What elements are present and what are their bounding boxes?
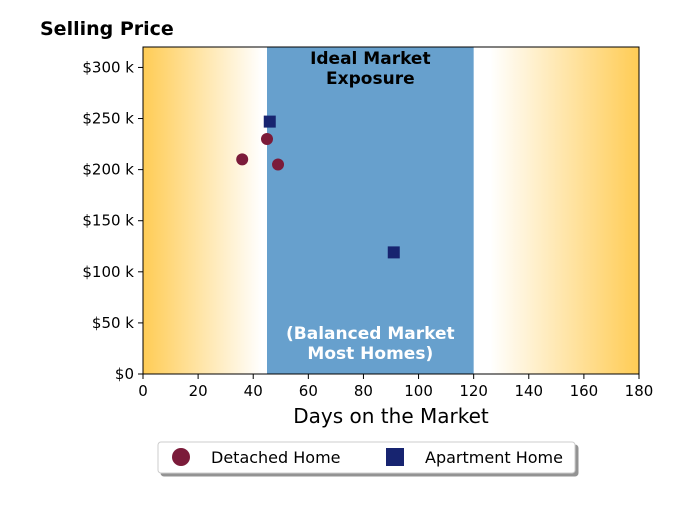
detached-home-point xyxy=(261,132,273,145)
y-tick-label: $100 k xyxy=(82,263,134,281)
apartment-home-point xyxy=(387,246,400,259)
ideal-market-exposure-label: Ideal Market Exposure xyxy=(310,49,431,89)
legend: Detached Home Apartment Home xyxy=(157,441,576,474)
legend-marker-apartment-home xyxy=(386,448,404,466)
x-tick-label: 160 xyxy=(570,382,599,400)
chart-title: Selling Price xyxy=(40,18,174,40)
y-tick-label: $200 k xyxy=(82,161,134,179)
y-tick-label: $150 k xyxy=(82,212,134,230)
detached-home-point xyxy=(272,158,285,171)
ideal-market-region xyxy=(267,47,474,374)
apartment-home-point xyxy=(263,115,276,128)
balanced-market-line: (Balanced Market xyxy=(286,324,455,344)
x-tick-label: 120 xyxy=(459,382,488,400)
balanced-market-label: (Balanced Market Most Homes) xyxy=(286,324,455,364)
x-tick-label: 140 xyxy=(514,382,543,400)
legend-label-apartment-home: Apartment Home xyxy=(425,448,563,467)
legend-label-detached-home: Detached Home xyxy=(211,448,341,467)
x-tick-label: 60 xyxy=(299,382,318,400)
y-tick-label: $50 k xyxy=(92,314,134,332)
x-tick-label: 80 xyxy=(354,382,373,400)
ideal-market-exposure-line: Exposure xyxy=(326,69,415,89)
y-tick-label: $0 xyxy=(115,365,134,383)
x-tick-label: 0 xyxy=(138,382,148,400)
y-axis: $0 $50 k $100 k $150 k $200 k $250 k $300 k xyxy=(82,58,143,383)
x-axis: 0 20 40 60 80 100 120 140 160 180 xyxy=(138,374,653,400)
x-axis-label: Days on the Market xyxy=(293,404,489,428)
x-tick-label: 100 xyxy=(404,382,433,400)
data-points xyxy=(236,115,400,259)
detached-home-point xyxy=(236,153,249,166)
y-tick-label: $300 k xyxy=(82,58,134,76)
y-tick-label: $250 k xyxy=(82,110,134,128)
balanced-market-line: Most Homes) xyxy=(307,344,433,364)
legend-marker-detached-home xyxy=(172,448,190,466)
x-tick-label: 40 xyxy=(244,382,263,400)
x-tick-label: 20 xyxy=(189,382,208,400)
plot-frame xyxy=(142,46,640,375)
ideal-market-exposure-line: Ideal Market xyxy=(310,49,431,69)
legend-box xyxy=(157,441,576,474)
x-tick-label: 180 xyxy=(625,382,654,400)
